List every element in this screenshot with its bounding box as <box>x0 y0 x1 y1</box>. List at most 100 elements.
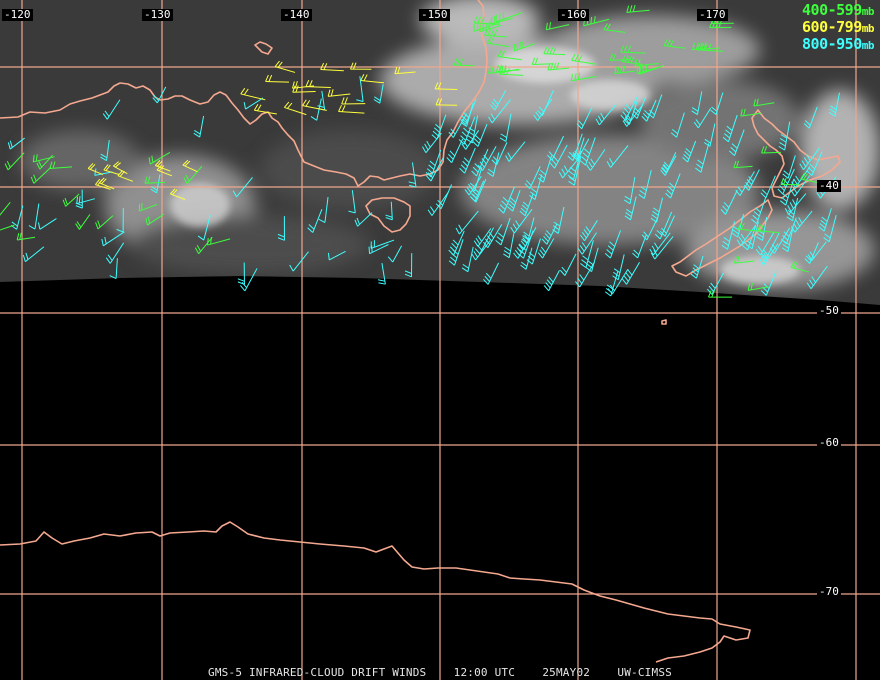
wind-barb <box>474 227 495 255</box>
wind-barb <box>193 115 205 138</box>
wind-barb <box>453 58 475 67</box>
longitude-label: -160 <box>558 8 589 21</box>
wind-barb <box>603 23 626 33</box>
wind-barb <box>487 66 512 74</box>
wind-barb <box>623 99 639 125</box>
wind-barb <box>484 28 507 38</box>
wind-barb <box>169 188 186 201</box>
wind-barb <box>99 177 115 190</box>
wind-barb <box>482 262 500 285</box>
longitude-label: -150 <box>419 8 450 21</box>
wind-barb <box>497 50 522 61</box>
wind-barb <box>513 40 535 52</box>
wind-barb <box>471 148 489 177</box>
wind-barb <box>101 231 125 247</box>
wind-barb <box>784 193 807 215</box>
wind-barb <box>408 162 417 188</box>
wind-barb <box>302 99 327 111</box>
wind-barb <box>583 16 610 27</box>
wind-barb <box>373 84 384 104</box>
legend-range: 600-799 <box>802 18 862 36</box>
tasmania-coastline <box>365 197 411 233</box>
wind-barb <box>621 261 640 285</box>
wind-barb <box>49 161 73 169</box>
wind-barb <box>350 62 372 70</box>
wind-barb <box>691 91 703 115</box>
wind-barb <box>663 39 686 49</box>
wind-barb <box>360 74 385 84</box>
wind-barb <box>780 177 800 186</box>
wind-barb <box>665 173 681 199</box>
wind-barb <box>721 221 736 250</box>
wind-barb <box>586 149 606 171</box>
wind-barb <box>620 45 646 54</box>
wind-barb <box>620 95 639 121</box>
wind-barb <box>609 53 631 61</box>
wind-barb <box>498 186 515 214</box>
wind-barb <box>634 58 659 67</box>
wind-barb <box>327 89 351 97</box>
wind-barb <box>237 262 245 285</box>
wind-barb <box>16 232 36 241</box>
wind-barb <box>660 152 677 174</box>
gulf-island <box>254 41 273 55</box>
wind-barb <box>799 147 821 170</box>
wind-barb <box>746 221 759 250</box>
wind-barb <box>690 255 704 279</box>
wind-barb <box>654 211 673 240</box>
wind-barb <box>650 236 674 260</box>
coastlines <box>0 0 841 663</box>
wind-barb <box>479 22 502 33</box>
legend-unit: mb <box>861 39 875 52</box>
wind-barb <box>728 129 745 156</box>
wind-barb <box>708 290 733 298</box>
wind-barb <box>786 197 799 222</box>
wind-barb <box>145 213 164 226</box>
wind-barb <box>253 104 277 115</box>
wind-barb <box>543 270 560 292</box>
wind-barb <box>206 237 231 246</box>
wind-barb <box>818 208 832 232</box>
wind-barb <box>461 130 480 150</box>
wind-barb <box>144 176 166 184</box>
legend-entry-600-799: 600-799mb <box>802 19 874 37</box>
latitude-label: -50 <box>817 304 841 317</box>
wind-barb <box>292 81 315 89</box>
wind-barb <box>823 215 837 243</box>
wind-barb <box>604 230 622 259</box>
wind-barb <box>612 254 625 281</box>
wind-barb <box>491 142 508 166</box>
wind-barb <box>670 112 685 138</box>
wind-barb <box>710 92 724 115</box>
wind-barb <box>759 243 779 266</box>
wind-barb <box>7 137 25 150</box>
wind-barb <box>790 175 811 197</box>
wind-barb <box>307 209 323 233</box>
wind-barb <box>638 169 652 199</box>
wind-barb <box>623 177 636 205</box>
wind-barb <box>695 143 710 173</box>
wind-barb <box>693 107 712 129</box>
wind-barb <box>570 72 597 82</box>
wind-barb <box>435 184 453 210</box>
wind-barb <box>760 232 780 260</box>
wind-barb <box>138 203 158 212</box>
wind-barb <box>368 244 389 255</box>
wind-barb <box>806 151 823 176</box>
wind-barb <box>425 149 442 178</box>
wind-barb <box>30 166 52 184</box>
new-zealand-south-coastline <box>671 199 773 277</box>
longitude-label: -140 <box>281 8 312 21</box>
wind-barb <box>232 177 253 198</box>
wind-barb <box>769 227 791 254</box>
wind-barb <box>197 214 211 241</box>
wind-barb <box>580 220 598 242</box>
longitude-label: -130 <box>142 8 173 21</box>
wind-barb <box>782 155 796 179</box>
wind-barb <box>537 238 555 259</box>
wind-barb <box>607 268 629 295</box>
wind-barb <box>760 175 776 199</box>
wind-barb <box>274 60 296 73</box>
